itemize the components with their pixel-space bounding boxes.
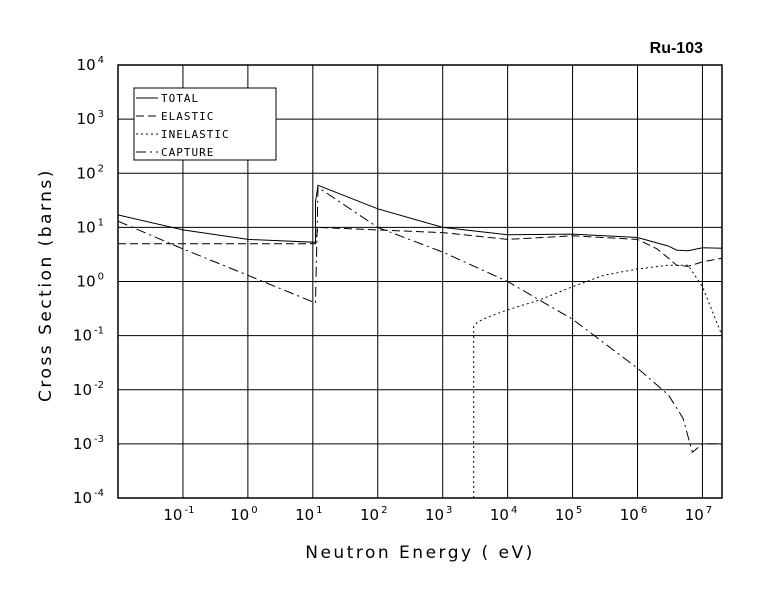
x-tick-label: 10 0: [230, 505, 257, 524]
legend-label-capture: CAPTURE: [161, 146, 214, 159]
series-elastic-line: [118, 226, 723, 267]
y-tick-label: 10 1: [77, 217, 104, 236]
x-tick-label: 10 6: [620, 505, 647, 524]
y-tick-label: 10 2: [77, 163, 104, 182]
plot-frame: [117, 64, 723, 499]
legend-label-inelastic: INELASTIC: [161, 128, 230, 141]
grid: [117, 65, 722, 498]
x-tick-label: 10 -1: [163, 505, 194, 524]
y-tick-label: 10 0: [77, 272, 104, 291]
legend-label-total: TOTAL: [161, 92, 199, 105]
x-tick-labels: 10 -1 10 0 10 1 10 2 10 3 10 4 10 5 10 6 10 7: [163, 505, 712, 524]
series-capture-line: [117, 186, 722, 454]
y-tick-label: 10 4: [77, 55, 104, 74]
x-axis-title: Neutron Energy ( eV): [305, 543, 535, 563]
legend-box: [133, 87, 277, 161]
y-axis-title: Cross Section (barns): [36, 168, 56, 402]
x-tick-label: 10 2: [360, 505, 387, 524]
series-total-line: [117, 184, 723, 252]
x-tick-label: 10 5: [555, 505, 582, 524]
legend-label-elastic: ELASTIC: [161, 110, 214, 123]
y-tick-label: 10 -2: [73, 380, 104, 399]
chart-title: Ru-103: [650, 40, 703, 57]
x-tick-label: 10 7: [685, 505, 712, 524]
y-tick-label: 10 -4: [73, 488, 104, 507]
legend: TOTAL ELASTIC INELASTIC CAPTURE: [133, 87, 277, 161]
y-tick-label: 10 -1: [73, 326, 104, 345]
y-tick-label: 10 3: [77, 109, 104, 128]
x-tick-label: 10 4: [490, 505, 517, 524]
y-tick-label: 10 -3: [73, 434, 104, 453]
series-layer: [117, 184, 723, 498]
x-tick-label: 10 1: [295, 505, 322, 524]
x-tick-label: 10 3: [425, 505, 452, 524]
